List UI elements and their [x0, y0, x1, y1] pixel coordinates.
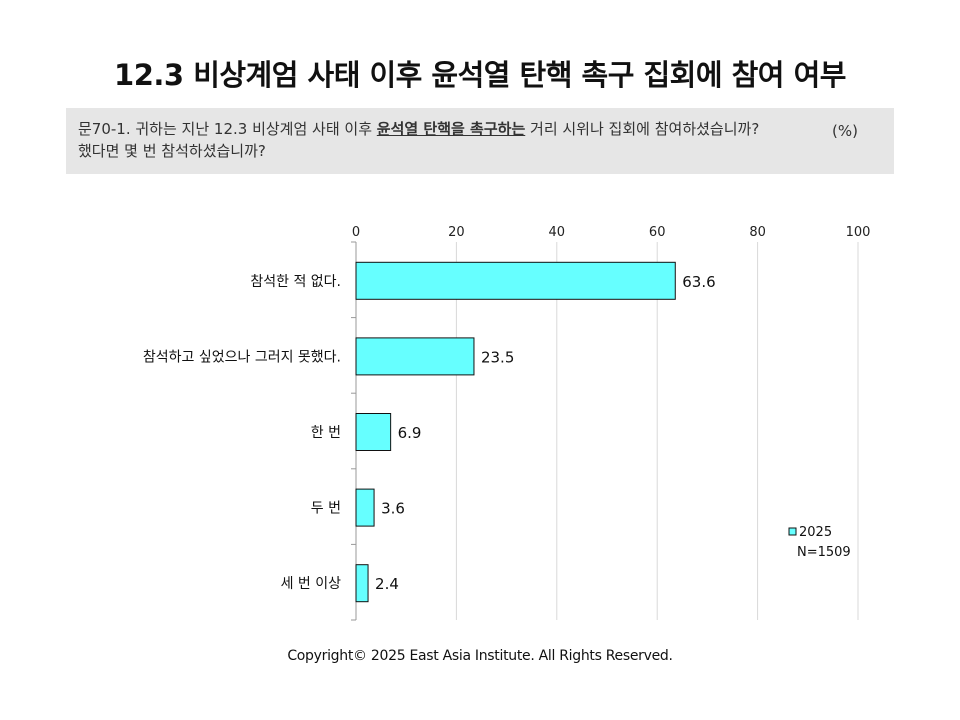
category-label: 참석하고 싶었으나 그러지 못했다.: [143, 349, 341, 365]
bar: [355, 261, 676, 300]
question-emphasis: 윤석열 탄핵을 촉구하는: [376, 120, 526, 138]
x-tick-label: 60: [649, 225, 666, 240]
x-tick-labels: 0 20 40 60 80 100: [352, 225, 871, 240]
legend-series-label: 2025: [799, 525, 832, 540]
value-label: 3.6: [381, 500, 405, 518]
category-labels: 참석한 적 없다. 참석하고 싶었으나 그러지 못했다. 한 번두 번세 번 이상: [143, 274, 341, 592]
value-label: 2.4: [375, 575, 399, 593]
value-label: 6.9: [398, 424, 422, 442]
category-label: 한 번: [311, 425, 341, 441]
bar: [355, 337, 475, 376]
value-label: 23.5: [481, 348, 514, 366]
question-prefix: 문70-1. 귀하는 지난 12.3 비상계엄 사태 이후: [78, 120, 377, 138]
bars: [355, 261, 676, 603]
bar: [355, 413, 392, 451]
unit-label: (%): [832, 122, 858, 140]
category-label: 세 번 이상: [281, 576, 342, 592]
value-label: 63.6: [682, 273, 715, 291]
question-suffix: 거리 시위나 집회에 참여하셨습니까?: [525, 120, 760, 138]
category-label: 두 번: [311, 501, 341, 517]
x-tick-label: 80: [749, 225, 766, 240]
bar: [355, 488, 375, 527]
question-line2: 했다면 몇 번 참석하셨습니까?: [78, 142, 266, 160]
bar: [355, 564, 369, 603]
x-tick-label: 40: [549, 225, 566, 240]
legend-sample-size: N=1509: [797, 545, 851, 560]
copyright-footer: Copyright© 2025 East Asia Institute. All…: [287, 648, 673, 664]
x-tick-label: 0: [352, 225, 360, 240]
category-label: 참석한 적 없다.: [250, 274, 341, 290]
legend: 2025 N=1509: [788, 525, 851, 560]
x-tick-label: 100: [846, 225, 871, 240]
value-labels: 63.6 23.5 6.9 3.6 2.4: [375, 273, 716, 593]
x-tick-label: 20: [448, 225, 465, 240]
question-box: 문70-1. 귀하는 지난 12.3 비상계엄 사태 이후 윤석열 탄핵을 촉구…: [66, 108, 894, 174]
legend-swatch: [788, 527, 797, 536]
chart-title: 12.3 비상계엄 사태 이후 윤석열 탄핵 촉구 집회에 참여 여부: [114, 58, 846, 92]
